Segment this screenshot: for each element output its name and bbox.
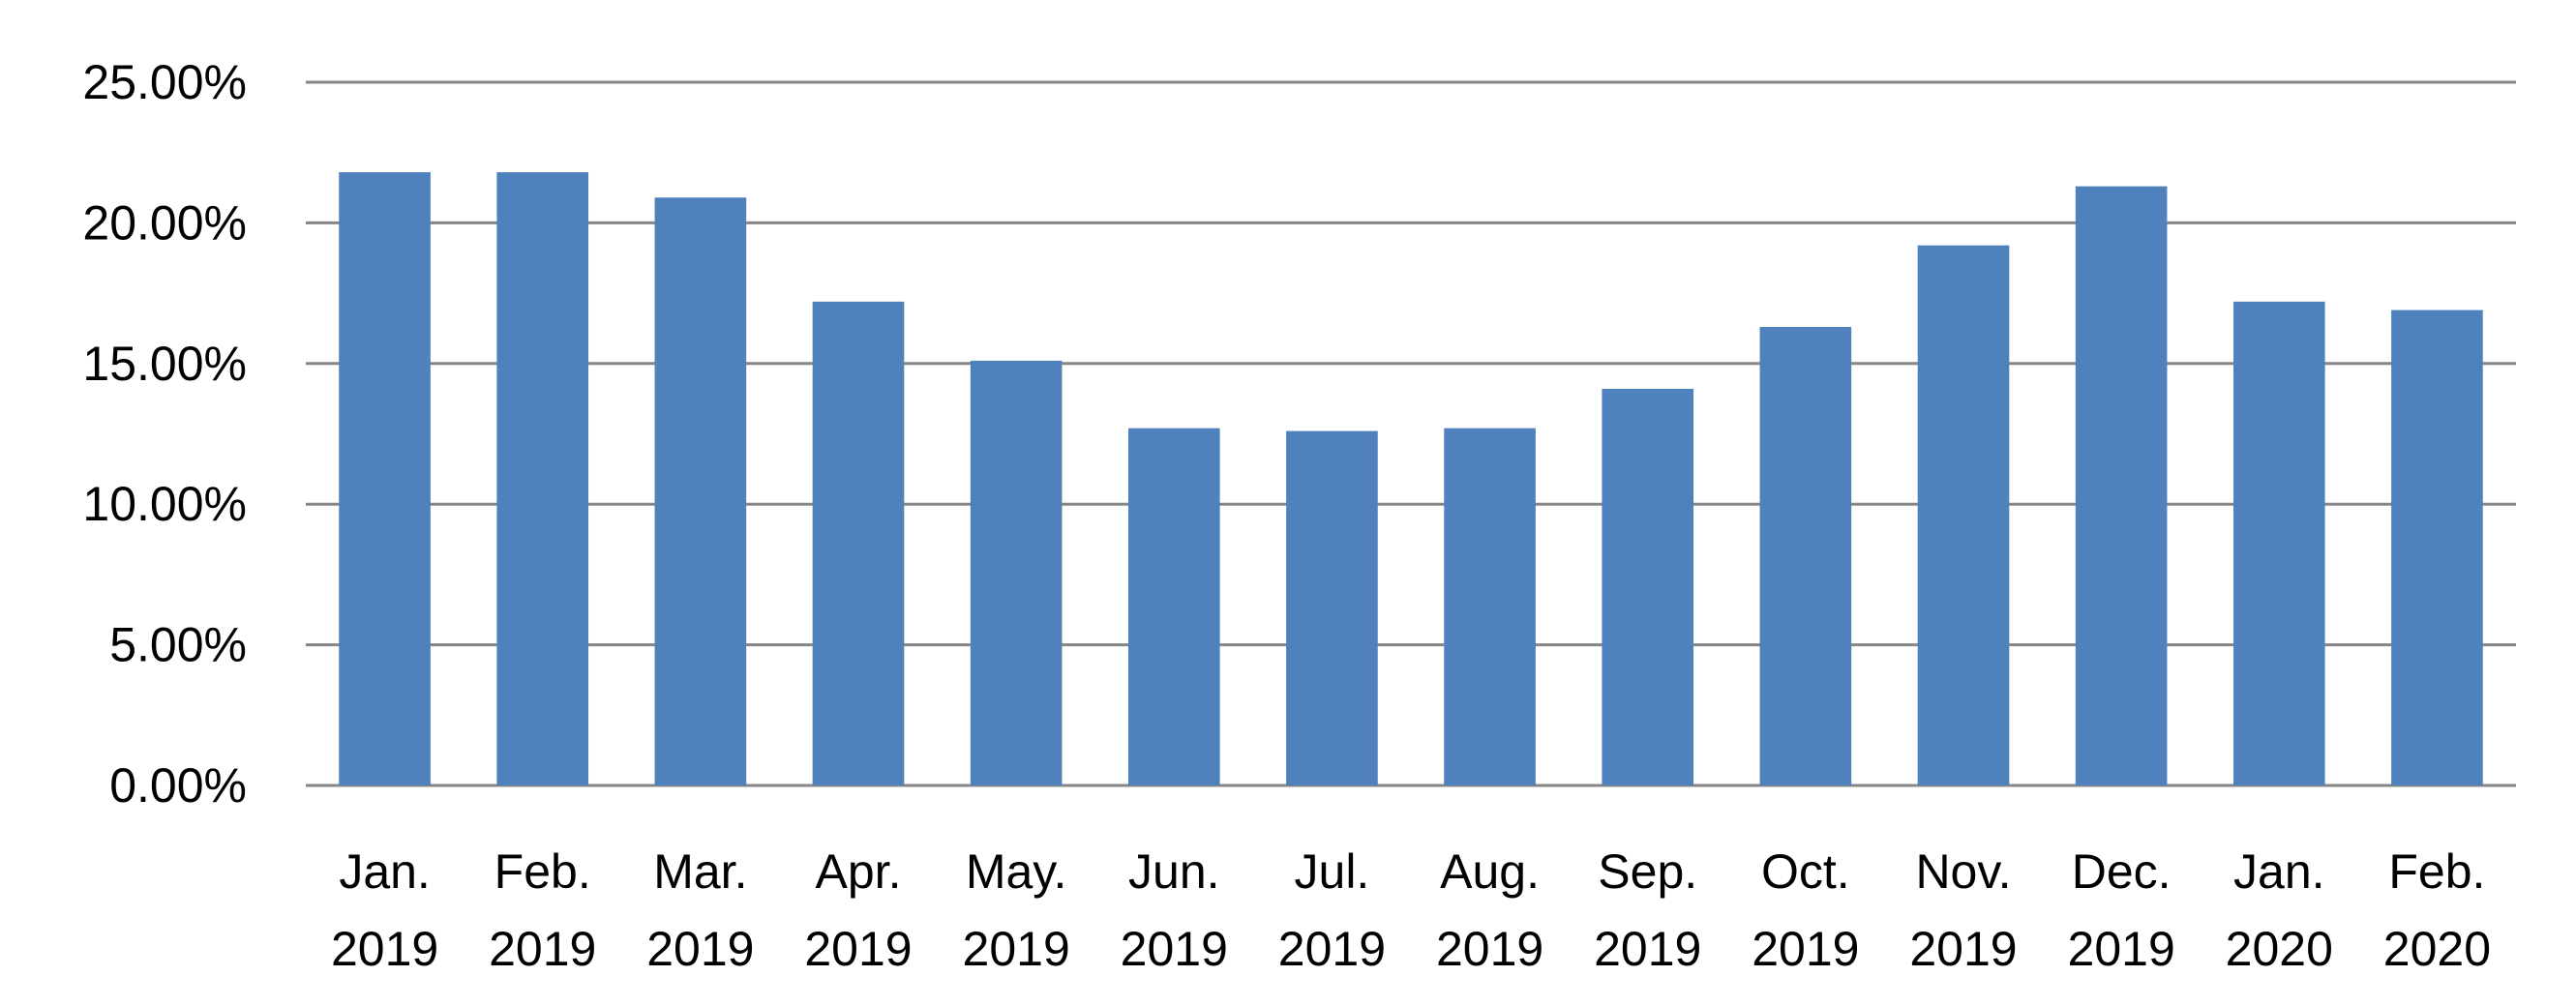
x-category-year: 2019 <box>331 922 438 976</box>
y-tick-label: 20.00% <box>82 195 247 250</box>
x-category-month: Jan. <box>339 844 431 899</box>
x-category-year: 2019 <box>1278 922 1386 976</box>
x-category-month: Feb. <box>494 844 591 899</box>
x-category-label: Mar. 2019 <box>646 844 754 976</box>
bar <box>970 360 1063 785</box>
bar <box>1917 245 2010 785</box>
bar <box>2075 186 2168 785</box>
bar <box>1759 326 1852 785</box>
x-category-month: Nov. <box>1915 844 2011 899</box>
x-category-label: Nov. 2019 <box>1909 844 2017 976</box>
x-category-year: 2019 <box>489 922 596 976</box>
x-axis-category-labels: Jan. 2019 Feb. 2019 Mar. 2019 Apr. 2019 May. 2019… <box>331 844 2491 976</box>
bar <box>496 172 589 785</box>
bar <box>654 197 747 785</box>
bar <box>812 301 905 785</box>
x-category-year: 2019 <box>1594 922 1701 976</box>
bar <box>1444 428 1536 785</box>
y-axis-tick-labels: 0.00% 5.00% 10.00% 15.00% 20.00% 25.00% <box>82 55 247 813</box>
x-category-month: Dec. <box>2072 844 2172 899</box>
x-category-year: 2020 <box>2383 922 2491 976</box>
x-category-month: Oct. <box>1761 844 1850 899</box>
x-category-year: 2019 <box>1909 922 2017 976</box>
x-category-label: Oct. 2019 <box>1752 844 1859 976</box>
bar <box>2391 310 2483 785</box>
bar <box>1602 388 1694 785</box>
x-category-month: Mar. <box>653 844 747 899</box>
x-category-label: Apr. 2019 <box>804 844 912 976</box>
x-category-month: Feb. <box>2388 844 2485 899</box>
x-category-year: 2019 <box>963 922 1070 976</box>
x-category-label: Feb. 2019 <box>489 844 596 976</box>
x-category-label: Jul. 2019 <box>1278 844 1386 976</box>
x-category-label: Sep. 2019 <box>1594 844 1701 976</box>
x-category-year: 2019 <box>1436 922 1543 976</box>
bars <box>339 172 2483 785</box>
x-category-year: 2019 <box>2068 922 2175 976</box>
x-category-month: May. <box>966 844 1067 899</box>
bar <box>1286 430 1378 785</box>
x-category-label: Jun. 2019 <box>1121 844 1228 976</box>
x-category-month: Aug. <box>1440 844 1540 899</box>
bar <box>339 172 431 785</box>
x-category-label: Feb. 2020 <box>2383 844 2491 976</box>
x-category-month: Jun. <box>1128 844 1220 899</box>
y-tick-label: 5.00% <box>109 618 247 672</box>
x-category-year: 2019 <box>1752 922 1859 976</box>
y-tick-label: 15.00% <box>82 337 247 391</box>
x-category-label: Dec. 2019 <box>2068 844 2175 976</box>
bar <box>1127 428 1220 785</box>
x-category-month: Jul. <box>1295 844 1370 899</box>
x-category-month: Jan. <box>2233 844 2325 899</box>
y-tick-label: 10.00% <box>82 477 247 531</box>
x-category-month: Apr. <box>816 844 902 899</box>
bar <box>2232 301 2325 785</box>
y-tick-label: 25.00% <box>82 55 247 109</box>
y-tick-label: 0.00% <box>109 758 247 813</box>
x-category-label: Jan. 2019 <box>331 844 438 976</box>
x-category-year: 2019 <box>646 922 754 976</box>
x-category-label: Jan. 2020 <box>2226 844 2333 976</box>
x-category-year: 2020 <box>2226 922 2333 976</box>
x-category-year: 2019 <box>804 922 912 976</box>
x-category-label: Aug. 2019 <box>1436 844 1543 976</box>
x-category-month: Sep. <box>1598 844 1697 899</box>
x-category-label: May. 2019 <box>963 844 1070 976</box>
x-category-year: 2019 <box>1121 922 1228 976</box>
gridlines <box>306 80 2516 787</box>
